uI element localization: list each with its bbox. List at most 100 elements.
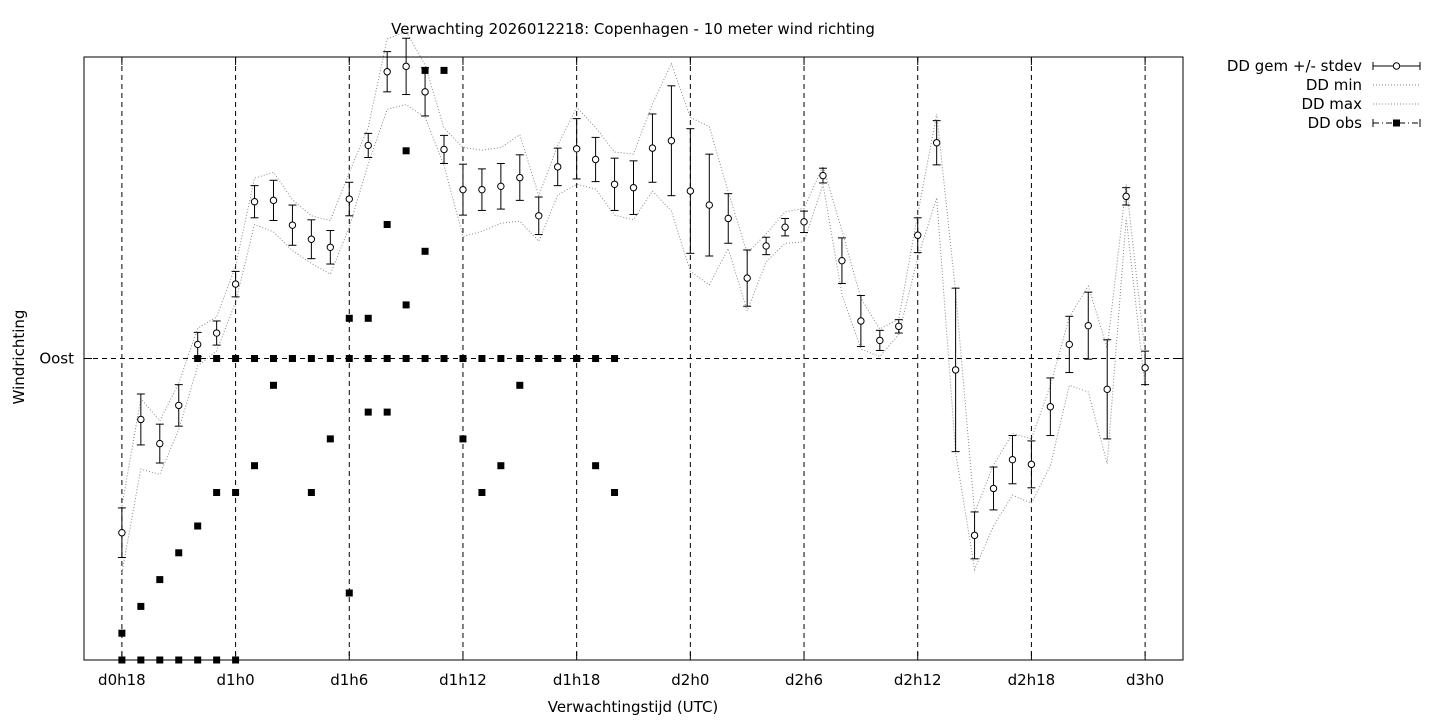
dd-obs-point	[345, 314, 353, 322]
dd-gem-point	[440, 145, 448, 154]
dd-obs-point	[478, 355, 486, 362]
dd-obs-point	[345, 355, 353, 362]
dd-gem-point	[932, 139, 941, 147]
dd-gem-point	[1122, 192, 1130, 201]
dd-obs-point	[326, 435, 334, 443]
dd-gem-point	[724, 214, 732, 223]
dd-obs-point	[269, 355, 277, 362]
dd-gem-point	[591, 155, 600, 164]
x-tick-label: d2h18	[1008, 671, 1056, 689]
dd-gem-point	[743, 274, 751, 282]
dd-obs-point	[383, 221, 391, 228]
dd-obs-point	[516, 381, 524, 389]
legend-label: DD min	[1306, 76, 1362, 94]
dd-gem-point	[288, 221, 297, 229]
dd-gem-point	[383, 68, 391, 76]
dd-gem-point	[838, 256, 846, 265]
dd-gem-point	[307, 235, 316, 243]
x-tick-label: d2h0	[671, 671, 709, 689]
dd-obs-point	[611, 355, 619, 362]
dd-max-line	[121, 30, 1146, 513]
dd-obs-point	[535, 355, 543, 362]
dd-gem-point	[686, 187, 695, 195]
legend-label: DD obs	[1308, 114, 1363, 132]
dd-gem-point	[497, 182, 505, 191]
dd-obs-point	[137, 602, 145, 610]
dd-obs-point	[118, 629, 126, 637]
dd-gem-point	[762, 242, 770, 250]
dd-obs-point	[478, 489, 486, 496]
dd-obs-point	[194, 355, 202, 362]
x-tick-label: d2h12	[894, 671, 942, 689]
dd-obs-point	[364, 355, 372, 362]
dd-gem-point	[970, 531, 979, 540]
dd-gem-point	[989, 484, 998, 493]
dd-obs-point	[269, 381, 277, 389]
dd-gem-point	[1027, 460, 1036, 469]
dd-obs-point	[592, 462, 600, 470]
y-axis-label: Windrichting	[10, 310, 28, 405]
dd-obs-point	[345, 589, 353, 597]
dd-gem-point	[402, 62, 410, 71]
legend-label: DD gem +/- stdev	[1227, 57, 1362, 75]
x-tick-label: d1h12	[439, 671, 487, 689]
dd-obs-point	[516, 355, 524, 362]
dd-gem-point	[1084, 321, 1092, 330]
dd-gem-point	[326, 243, 335, 251]
dd-gem-point	[554, 163, 562, 171]
dd-obs-point	[194, 522, 202, 530]
dd-gem-point	[478, 185, 486, 194]
x-tick-label: d2h6	[785, 671, 823, 689]
dd-gem-point	[1141, 364, 1149, 372]
dd-obs-point	[554, 355, 562, 362]
dd-obs-point	[364, 408, 372, 416]
dd-gem-point	[1046, 403, 1055, 411]
mean-error-bars	[117, 37, 1150, 560]
x-tick-label: d1h6	[330, 671, 368, 689]
dd-gem-point	[781, 223, 789, 231]
dd-gem-point	[629, 183, 638, 192]
dd-obs-point	[497, 355, 505, 362]
dd-gem-point	[800, 218, 808, 226]
dd-obs-point	[383, 355, 391, 362]
dd-gem-point	[1065, 340, 1074, 349]
y-tick-label: Oost	[39, 350, 74, 368]
dd-gem-point	[156, 439, 164, 448]
dd-gem-point	[857, 317, 865, 325]
dd-obs-point	[156, 576, 164, 584]
dd-gem-point	[895, 322, 903, 331]
dd-gem-point	[819, 171, 827, 180]
dd-gem-point	[421, 88, 429, 96]
dd-gem-point	[269, 196, 278, 205]
dd-gem-point	[914, 231, 922, 239]
x-tick-label: d1h18	[553, 671, 601, 689]
dd-obs-point	[307, 355, 315, 362]
dd-obs-point	[232, 489, 240, 496]
dd-obs-point	[251, 462, 259, 470]
dd-gem-point	[250, 198, 259, 206]
dd-obs-point	[440, 355, 448, 362]
dd-obs-point	[592, 355, 600, 362]
dd-gem-point	[516, 173, 524, 182]
dd-gem-point	[535, 212, 543, 220]
dd-obs-point	[307, 489, 315, 496]
dd-obs-point	[251, 355, 259, 362]
x-tick-label: d3h0	[1126, 671, 1164, 689]
x-axis-label: Verwachtingstijd (UTC)	[548, 698, 719, 716]
dd-gem-point	[137, 415, 145, 424]
x-tick-label: d0h18	[98, 671, 146, 689]
dd-obs-point	[573, 355, 581, 362]
legend-marker	[1392, 62, 1401, 70]
dd-obs-point	[364, 314, 372, 322]
dd-obs-point	[611, 489, 619, 496]
dd-obs-point	[326, 355, 334, 362]
dd-obs-point	[288, 355, 296, 362]
chart-title: Verwachting 2026012218: Copenhagen - 10 …	[391, 20, 875, 38]
dd-obs-point	[213, 355, 221, 362]
dd-obs-point	[440, 66, 448, 74]
dd-obs-point	[421, 355, 429, 362]
dd-gem-point	[459, 185, 467, 194]
